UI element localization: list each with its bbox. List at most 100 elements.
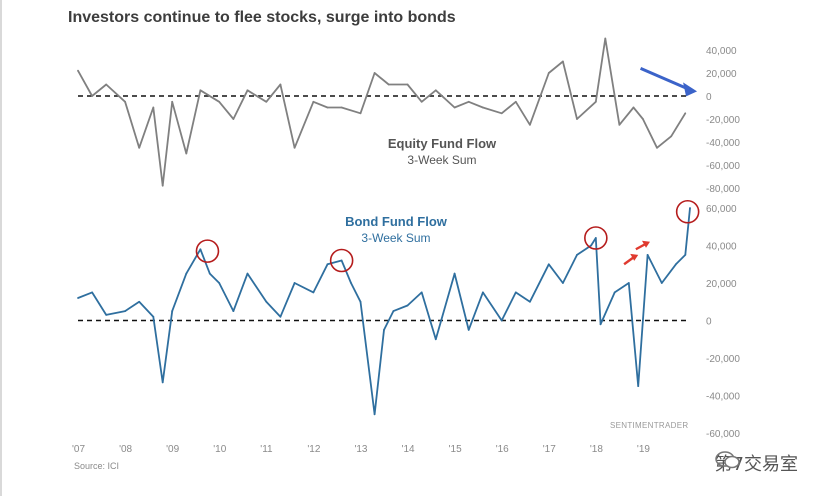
blue-arrow-head bbox=[683, 82, 698, 97]
x-tick-label: '14 bbox=[402, 444, 415, 455]
bond-data-point bbox=[350, 282, 352, 284]
bond-data-point bbox=[590, 244, 593, 247]
x-tick-label: '12 bbox=[307, 444, 320, 455]
bond-data-point bbox=[199, 248, 202, 251]
equity-data-point bbox=[218, 100, 221, 103]
equity-data-point bbox=[618, 123, 621, 126]
equity-data-point bbox=[312, 100, 315, 103]
bond-data-point bbox=[637, 385, 640, 388]
bond-ytick-label: 40,000 bbox=[706, 242, 737, 253]
bond-data-point bbox=[529, 300, 531, 303]
chart-title: Investors continue to flee stocks, surge… bbox=[68, 9, 456, 26]
bond-panel: 60,000 40,000 20,000 0 -20,000 -40,000 -60,000… bbox=[72, 204, 740, 455]
equity-data-point bbox=[340, 106, 343, 109]
equity-data-point bbox=[359, 112, 362, 115]
bond-ytick-label: 20,000 bbox=[706, 279, 737, 290]
equity-data-point bbox=[246, 89, 249, 92]
equity-data-point bbox=[632, 106, 635, 109]
bond-data-point bbox=[265, 300, 268, 303]
bond-data-point bbox=[326, 263, 329, 266]
equity-data-point bbox=[161, 184, 164, 187]
bond-data-point bbox=[279, 315, 282, 318]
equity-data-point bbox=[171, 100, 174, 103]
equity-data-point bbox=[670, 135, 673, 138]
equity-data-point bbox=[642, 118, 644, 120]
equity-ytick-label: 40,000 bbox=[706, 46, 737, 57]
equity-data-point bbox=[500, 112, 503, 115]
highlight-circle bbox=[195, 239, 220, 263]
equity-ytick-label: -20,000 bbox=[706, 115, 740, 126]
bond-data-point bbox=[660, 282, 663, 284]
highlight-circle bbox=[329, 248, 354, 273]
equity-data-point bbox=[453, 106, 456, 109]
equity-data-point bbox=[406, 83, 409, 86]
bond-data-point bbox=[392, 310, 395, 313]
x-tick-label: '07 bbox=[72, 444, 85, 455]
equity-data-point bbox=[529, 123, 531, 126]
bond-data-point bbox=[383, 328, 385, 331]
equity-ytick-label: 20,000 bbox=[706, 69, 737, 80]
bond-data-point bbox=[420, 291, 423, 294]
blue-arrow-shaft bbox=[639, 67, 690, 91]
bond-panel-subtitle: 3-Week Sum bbox=[361, 231, 430, 245]
bond-data-point bbox=[232, 310, 235, 313]
bond-data-point bbox=[514, 291, 517, 294]
equity-data-point bbox=[656, 146, 658, 149]
equity-data-point bbox=[232, 118, 235, 120]
source-label: Source: ICI bbox=[74, 461, 119, 471]
equity-data-point bbox=[420, 100, 423, 103]
red-arrow-shaft bbox=[623, 255, 635, 266]
bond-data-point bbox=[124, 310, 126, 313]
x-tick-label: '11 bbox=[260, 444, 273, 455]
equity-data-point bbox=[467, 100, 470, 103]
bond-data-point bbox=[613, 291, 616, 294]
equity-data-point bbox=[547, 72, 550, 74]
equity-data-point bbox=[561, 60, 564, 63]
equity-data-point bbox=[326, 106, 329, 109]
x-tick-label: '13 bbox=[354, 444, 367, 455]
wechat-icon bbox=[714, 451, 740, 469]
bond-data-point bbox=[467, 328, 470, 331]
equity-ytick-label: 0 bbox=[706, 92, 712, 103]
equity-data-point bbox=[185, 152, 188, 155]
bond-data-point bbox=[481, 291, 484, 294]
bond-data-point bbox=[171, 310, 174, 313]
bond-data-point bbox=[246, 272, 249, 275]
bond-data-point bbox=[576, 253, 578, 256]
equity-data-point bbox=[91, 95, 94, 97]
equity-data-point bbox=[293, 146, 296, 149]
bond-data-point bbox=[406, 304, 409, 307]
red-arrow-head bbox=[630, 253, 639, 261]
equity-data-point bbox=[576, 118, 578, 120]
equity-data-point bbox=[124, 100, 126, 103]
bond-data-point bbox=[547, 263, 550, 266]
equity-data-point bbox=[265, 100, 268, 103]
equity-data-point bbox=[138, 146, 141, 149]
bond-data-point bbox=[293, 282, 296, 284]
bond-data-point bbox=[594, 237, 597, 239]
bond-data-point bbox=[453, 272, 456, 275]
equity-data-point bbox=[481, 106, 484, 109]
bond-data-point bbox=[561, 282, 564, 284]
bond-ytick-label: -20,000 bbox=[706, 354, 740, 365]
bond-ytick-label: -60,000 bbox=[706, 429, 740, 440]
bond-data-point bbox=[599, 323, 602, 326]
bond-series-line bbox=[77, 207, 691, 416]
x-tick-label: '19 bbox=[637, 444, 650, 455]
equity-data-point bbox=[152, 106, 155, 109]
bond-data-point bbox=[185, 272, 188, 275]
equity-data-point bbox=[604, 37, 607, 40]
bond-data-point bbox=[340, 259, 343, 262]
bond-data-point bbox=[627, 282, 630, 284]
x-tick-label: '18 bbox=[590, 444, 603, 455]
equity-panel: 40,000 20,000 0 -20,000 -40,000 -60,000 -80,00… bbox=[77, 37, 740, 195]
x-tick-label: '08 bbox=[119, 444, 132, 455]
x-tick-label: '17 bbox=[543, 444, 556, 455]
watermark: 第7交易室 bbox=[715, 450, 798, 476]
equity-ytick-label: -40,000 bbox=[706, 138, 740, 149]
highlight-circle bbox=[675, 199, 700, 224]
bond-data-point bbox=[77, 297, 79, 299]
bond-data-point bbox=[646, 253, 649, 256]
equity-data-point bbox=[105, 83, 108, 86]
